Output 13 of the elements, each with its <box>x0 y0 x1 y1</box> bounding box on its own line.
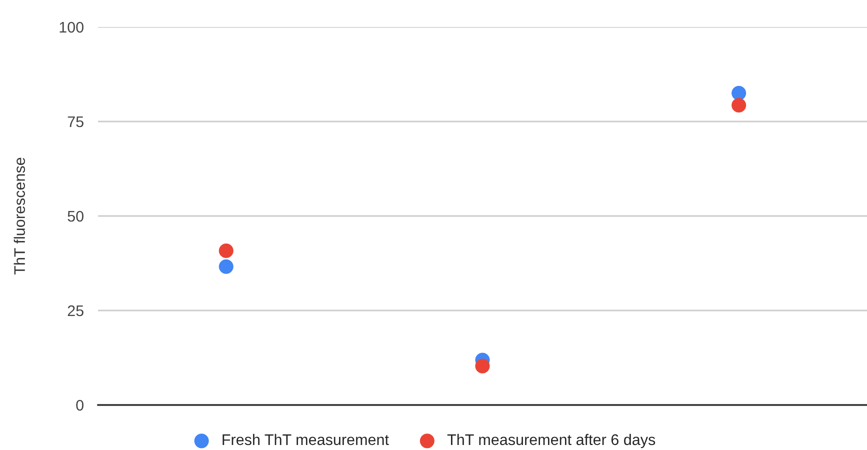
y-tick-label: 0 <box>76 400 84 411</box>
point <box>218 243 234 258</box>
y-tick-label: 50 <box>68 210 84 222</box>
legend-label: ThT measurement after 6 days <box>447 434 656 448</box>
y-tick-label: 75 <box>68 116 84 128</box>
point <box>475 358 490 374</box>
point <box>218 259 234 274</box>
y-tick-label: 100 <box>60 22 84 33</box>
point <box>732 98 746 113</box>
point <box>732 86 746 100</box>
y-axis-title: ThT fluorescense <box>14 158 26 275</box>
legend-label: Fresh ThT measurement <box>222 434 389 446</box>
y-tick-label: 25 <box>68 305 84 316</box>
